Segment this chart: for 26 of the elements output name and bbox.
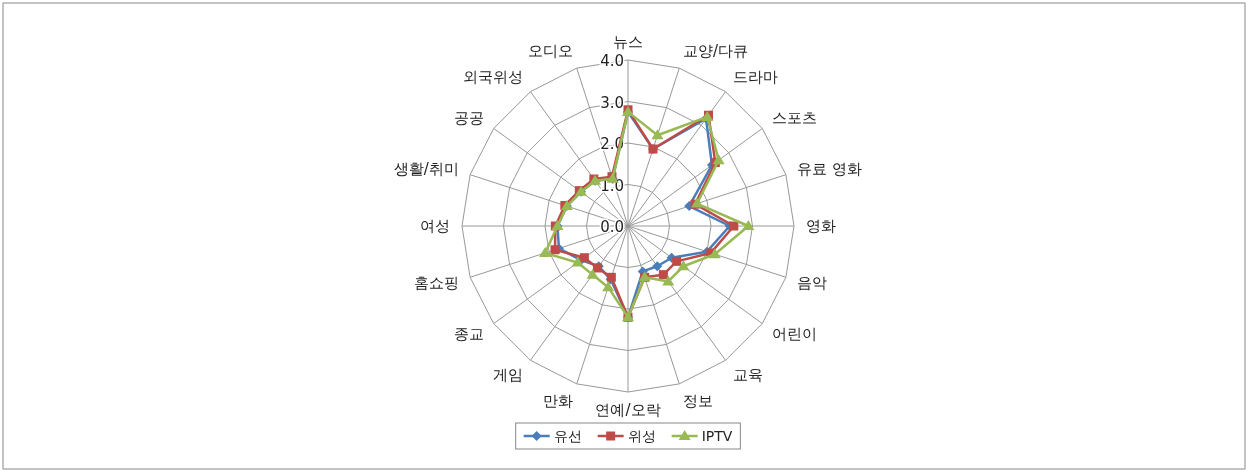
spoke-label: 스포츠	[772, 108, 818, 127]
spoke-label: 드라마	[732, 68, 778, 87]
spoke-label: 교육	[732, 365, 763, 384]
spoke-label: 유료 영화	[797, 160, 863, 179]
spoke-label: 어린이	[772, 325, 818, 344]
legend-label: 유선	[553, 428, 582, 444]
spoke-label: 생활/취미	[393, 160, 459, 179]
spoke-label: 교양/다큐	[683, 42, 749, 61]
spoke-label: 공공	[453, 108, 484, 127]
y-tick-label: 0.0	[600, 218, 624, 236]
spoke-label: 여성	[420, 217, 450, 235]
spoke-label: 홈쇼핑	[413, 273, 459, 292]
y-tick-label: 3.0	[600, 93, 624, 112]
spoke-label: 뉴스	[613, 33, 643, 51]
spoke-label: 만화	[542, 391, 573, 410]
spoke-label: 정보	[683, 391, 714, 410]
spoke-label: 영화	[806, 217, 836, 235]
y-tick-label: 4.0	[600, 52, 624, 70]
spoke-label: 종교	[453, 325, 484, 344]
legend-label: IPTV	[701, 428, 733, 444]
spoke-label: 연예/오락	[595, 401, 661, 419]
spoke-label: 음악	[797, 273, 828, 292]
spoke-label: 오디오	[527, 42, 573, 61]
legend-label: 위성	[627, 428, 656, 444]
spoke-label: 게임	[493, 365, 524, 384]
spoke-label: 외국위성	[463, 68, 524, 87]
